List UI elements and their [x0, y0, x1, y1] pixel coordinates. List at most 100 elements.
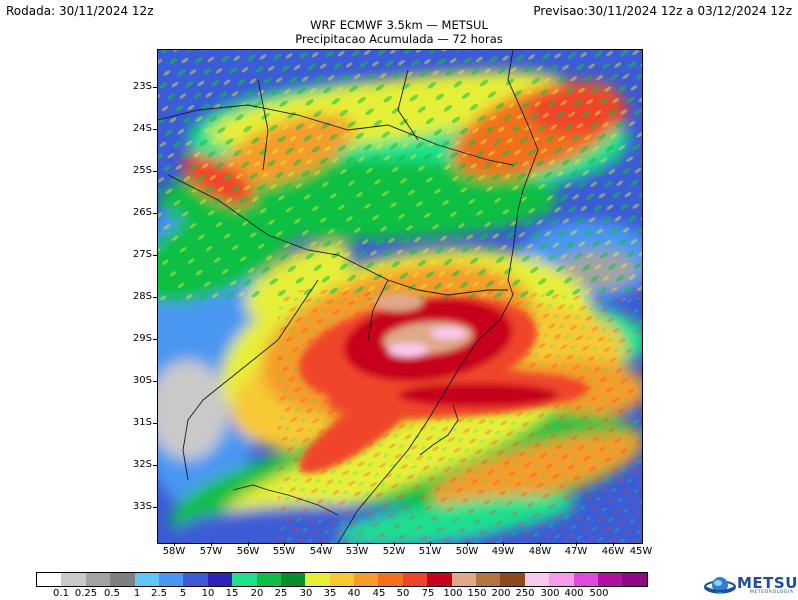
legend-label: 200	[491, 588, 511, 599]
lon-tick	[467, 542, 468, 546]
legend-swatch	[329, 573, 355, 586]
map-subtitle: Precipitacao Acumulada — 72 horas	[295, 32, 503, 46]
lat-label: 25S	[132, 165, 152, 176]
lon-tick	[357, 542, 358, 546]
legend-swatch	[427, 573, 452, 586]
lon-label: 58W	[162, 546, 186, 557]
lon-label: 50W	[455, 546, 479, 557]
precipitation-legend	[36, 572, 648, 587]
legend-swatch	[451, 573, 477, 586]
legend-swatch	[305, 573, 330, 586]
legend-label: 45	[372, 588, 386, 599]
lon-tick	[248, 542, 249, 546]
lon-label: 54W	[309, 546, 333, 557]
lon-tick	[321, 542, 322, 546]
forecast-range-label: Previsao:30/11/2024 12z a 03/12/2024 12z	[533, 4, 792, 18]
lat-tick	[153, 171, 157, 172]
legend-swatch	[232, 573, 257, 586]
legend-label: 40	[347, 588, 361, 599]
legend-swatch	[500, 573, 525, 586]
lat-tick	[153, 465, 157, 466]
legend-label: 10	[201, 588, 215, 599]
lat-label: 32S	[132, 459, 152, 470]
lon-label: 55W	[272, 546, 296, 557]
map-title: WRF ECMWF 3.5km — METSUL	[310, 18, 488, 32]
legend-swatch	[402, 573, 428, 586]
lon-tick	[394, 542, 395, 546]
lon-tick	[576, 542, 577, 546]
lat-tick	[153, 423, 157, 424]
legend-label: 0.5	[104, 588, 120, 599]
lon-label: 56W	[236, 546, 260, 557]
legend-swatch	[110, 573, 135, 586]
lon-tick	[613, 542, 614, 546]
precipitation-map	[157, 49, 643, 544]
legend-label: 1	[133, 588, 141, 599]
legend-label: 0.25	[74, 588, 98, 599]
lon-tick	[211, 542, 212, 546]
lon-tick	[430, 542, 431, 546]
lat-label: 31S	[132, 417, 152, 428]
legend-swatch	[158, 573, 184, 586]
lat-tick	[153, 381, 157, 382]
precipitation-field	[158, 50, 642, 543]
legend-swatch	[61, 573, 86, 586]
lon-label: 52W	[382, 546, 406, 557]
run-date-label: Rodada: 30/11/2024 12z	[6, 4, 154, 18]
lat-label: 24S	[132, 123, 152, 134]
legend-swatch	[549, 573, 574, 586]
legend-label: 500	[589, 588, 609, 599]
legend-label: 100	[443, 588, 463, 599]
legend-label: 250	[515, 588, 535, 599]
lon-label: 47W	[564, 546, 588, 557]
legend-label: 20	[250, 588, 264, 599]
metsul-tagline: METEOROLOGIA	[750, 590, 794, 595]
legend-swatch	[597, 573, 623, 586]
lat-tick	[153, 507, 157, 508]
metsul-wordmark: METSUL	[737, 574, 798, 592]
legend-label: 30	[299, 588, 313, 599]
legend-swatch	[354, 573, 379, 586]
metsul-logo: METSUL METEOROLOGIA	[703, 574, 798, 596]
legend-swatch	[85, 573, 111, 586]
globe-icon	[704, 577, 736, 594]
lat-tick	[153, 339, 157, 340]
lat-tick	[153, 213, 157, 214]
legend-swatch	[37, 573, 62, 586]
lon-tick	[284, 542, 285, 546]
lon-label: 51W	[418, 546, 442, 557]
lat-label: 26S	[132, 207, 152, 218]
legend-swatch	[573, 573, 598, 586]
lat-label: 28S	[132, 291, 152, 302]
legend-label: 25	[274, 588, 288, 599]
legend-swatch	[256, 573, 281, 586]
lat-label: 29S	[132, 333, 152, 344]
lon-tick	[174, 542, 175, 546]
legend-label: 150	[467, 588, 487, 599]
lon-label: 48W	[528, 546, 552, 557]
legend-label: 400	[564, 588, 584, 599]
lat-label: 27S	[132, 249, 152, 260]
legend-label: 75	[421, 588, 435, 599]
lat-label: 33S	[132, 501, 152, 512]
legend-swatch	[622, 573, 647, 586]
lon-label: 57W	[199, 546, 223, 557]
lat-tick	[153, 129, 157, 130]
lon-tick	[540, 542, 541, 546]
legend-swatch	[280, 573, 306, 586]
lat-tick	[153, 87, 157, 88]
legend-label: 5	[179, 588, 187, 599]
lat-label: 30S	[132, 375, 152, 386]
lon-label: 53W	[345, 546, 369, 557]
legend-swatch	[476, 573, 501, 586]
lat-tick	[153, 297, 157, 298]
legend-label: 300	[540, 588, 560, 599]
lon-tick	[503, 542, 504, 546]
lon-label: 46W	[601, 546, 625, 557]
lon-label: 49W	[491, 546, 515, 557]
lon-label: 45W	[629, 546, 653, 557]
lat-label: 23S	[132, 81, 152, 92]
legend-swatch	[207, 573, 233, 586]
legend-label: 15	[225, 588, 239, 599]
legend-label: 2.5	[151, 588, 167, 599]
